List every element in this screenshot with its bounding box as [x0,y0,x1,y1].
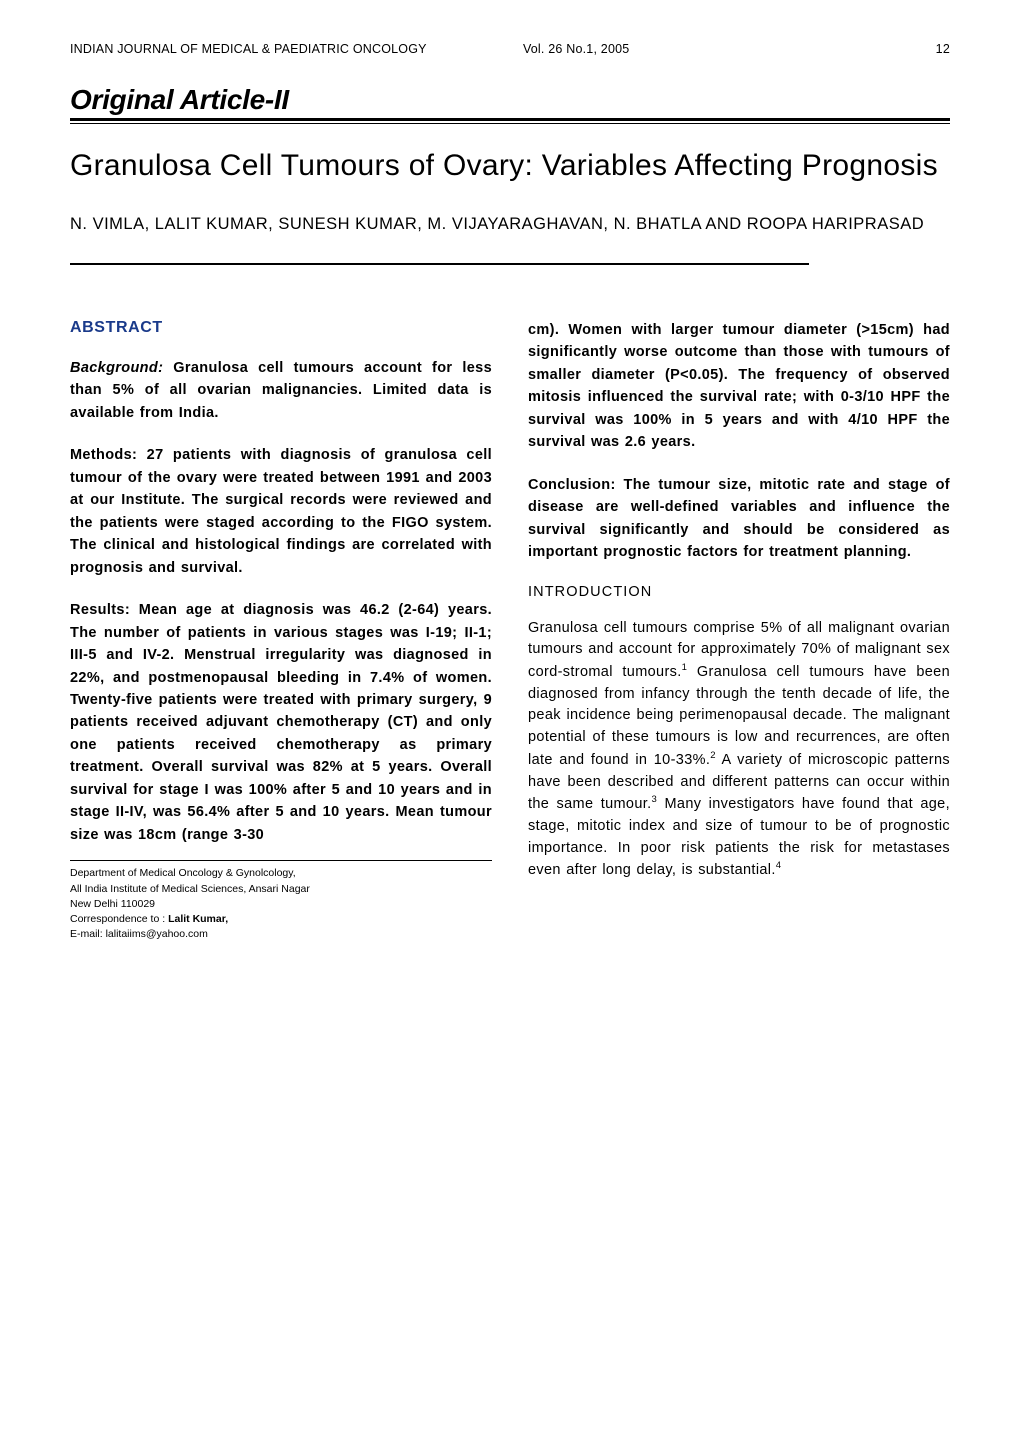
affiliation-institute: All India Institute of Medical Sciences,… [70,882,492,897]
abstract-results-b: cm). Women with larger tumour diameter (… [528,319,950,454]
affiliation-rule [70,860,492,861]
author-list: N. VIMLA, LALIT KUMAR, SUNESH KUMAR, M. … [70,213,950,237]
right-column: cm). Women with larger tumour diameter (… [528,319,950,942]
correspondence-name: Lalit Kumar, [168,913,228,925]
content-columns: ABSTRACT Background: Granulosa cell tumo… [70,319,950,942]
journal-name: INDIAN JOURNAL OF MEDICAL & PAEDIATRIC O… [70,42,427,56]
abstract-conclusion: Conclusion: The tumour size, mitotic rat… [528,474,950,564]
page-number: 12 [936,42,950,56]
affiliation-city: New Delhi 110029 [70,897,492,912]
affiliation-block: Department of Medical Oncology & Gynolco… [70,866,492,942]
correspondence-label: Correspondence to : [70,913,168,925]
author-rule [70,263,809,265]
left-column: ABSTRACT Background: Granulosa cell tumo… [70,319,492,942]
rule-thick [70,118,950,121]
abstract-heading: ABSTRACT [70,319,492,337]
correspondence-line: Correspondence to : Lalit Kumar, [70,912,492,927]
section-label: Original Article-II [70,84,950,116]
volume-issue: Vol. 26 No.1, 2005 [523,42,629,56]
abstract-background: Background: Granulosa cell tumours accou… [70,357,492,424]
running-head: INDIAN JOURNAL OF MEDICAL & PAEDIATRIC O… [70,42,950,56]
abstract-results-a: Results: Mean age at diagnosis was 46.2 … [70,599,492,846]
citation-4: 4 [776,860,782,871]
correspondence-email: E-mail: lalitaiims@yahoo.com [70,927,492,942]
background-label: Background: [70,360,163,376]
affiliation-dept: Department of Medical Oncology & Gynolco… [70,866,492,881]
rule-thin [70,123,950,124]
article-title: Granulosa Cell Tumours of Ovary: Variabl… [70,146,950,185]
introduction-heading: INTRODUCTION [528,584,950,600]
abstract-methods: Methods: 27 patients with diagnosis of g… [70,444,492,579]
introduction-paragraph: Granulosa cell tumours comprise 5% of al… [528,618,950,882]
